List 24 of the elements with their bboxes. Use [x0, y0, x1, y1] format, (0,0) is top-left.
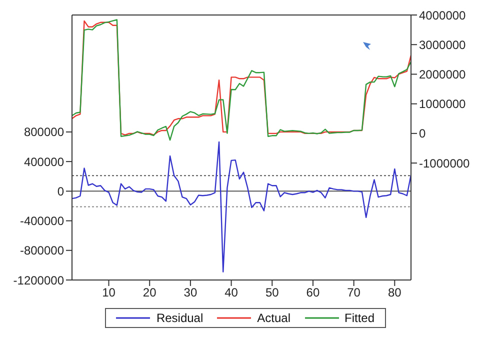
y2-tick-label: 2000000	[419, 67, 466, 82]
y-tick-label: -1200000	[13, 273, 64, 288]
y-tick-label: -800000	[20, 244, 64, 258]
line-series	[72, 141, 411, 272]
x-tick-label: 50	[265, 286, 280, 300]
y2-tick-label: 4000000	[419, 8, 466, 22]
x-tick-label: 40	[224, 286, 238, 300]
y2-tick-label: 3000000	[419, 38, 466, 52]
y-tick-label: 800000	[24, 125, 64, 140]
y-tick-label: 0	[57, 184, 64, 198]
x-tick-label: 70	[347, 286, 361, 300]
y2-tick-label: 1000000	[419, 97, 466, 112]
x-tick-label: 60	[306, 286, 320, 300]
x-tick-label: 80	[388, 286, 402, 300]
legend-label: Fitted	[344, 311, 375, 325]
x-tick-label: 10	[102, 286, 116, 300]
x-tick-label: 30	[184, 286, 198, 300]
y-tick-label: 400000	[24, 154, 64, 169]
y2-tick-label: -1000000	[419, 156, 470, 170]
legend-label: Actual	[256, 311, 291, 325]
x-tick-label: 20	[142, 286, 157, 300]
y-tick-label: -400000	[20, 214, 64, 228]
legend-label: Residual	[155, 311, 204, 325]
y2-tick-label: 0	[419, 126, 426, 141]
